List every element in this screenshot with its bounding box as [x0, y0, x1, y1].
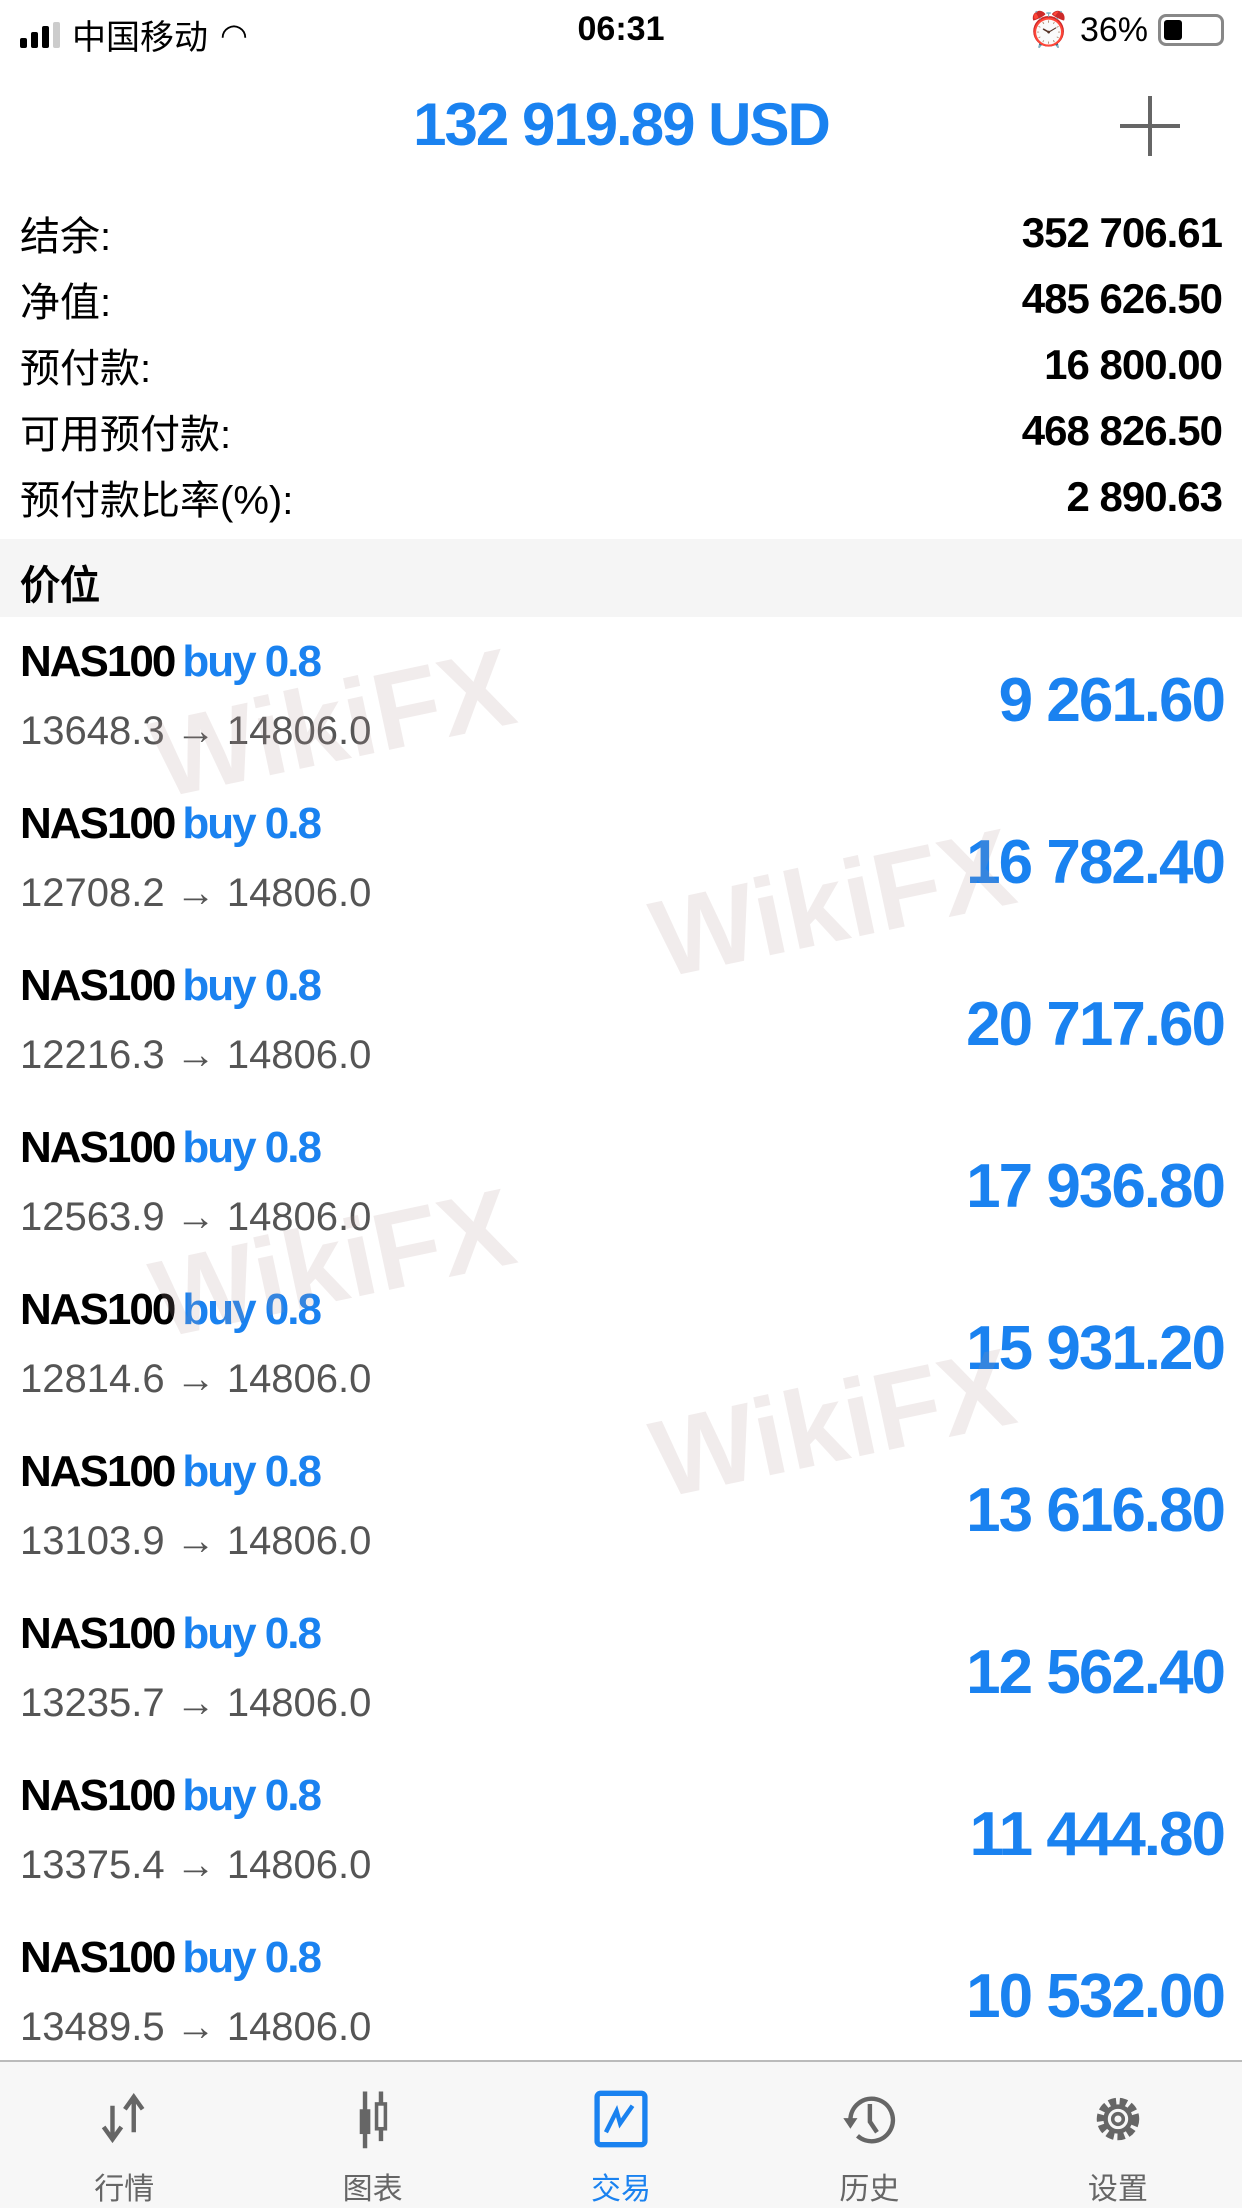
order-side-volume: buy 0.8	[182, 637, 322, 686]
position-row[interactable]: NAS100 buy 0.8 13648.3 → 14806.0 9 261.60	[0, 617, 1242, 779]
position-row[interactable]: NAS100 buy 0.8 12563.9 → 14806.0 17 936.8…	[0, 1103, 1242, 1265]
symbol: NAS100	[20, 1285, 176, 1334]
battery-icon	[1158, 14, 1224, 46]
account-summary: 结余: 352 706.61 净值: 485 626.50 预付款: 16 800.0…	[0, 200, 1242, 530]
tab-label: 设置	[1087, 2173, 1148, 2206]
header: 132 919.89 USD	[0, 86, 1242, 166]
profit-value: 17 936.80	[966, 1152, 1226, 1221]
summary-row-equity: 净值: 485 626.50	[0, 266, 1242, 332]
value: 2 890.63	[1066, 473, 1223, 520]
trade-chart-icon	[594, 2090, 648, 2148]
gear-icon	[1096, 2097, 1140, 2141]
symbol: NAS100	[20, 1447, 176, 1496]
plus-icon[interactable]	[1120, 96, 1180, 156]
order-side-volume: buy 0.8	[182, 799, 322, 848]
symbol: NAS100	[20, 1123, 176, 1172]
value: 16 800.00	[1044, 341, 1223, 388]
symbol: NAS100	[20, 637, 176, 686]
position-row[interactable]: NAS100 buy 0.8 13489.5 → 14806.0 10 532.0…	[0, 1913, 1242, 2075]
tab-quotes[interactable]: 行情	[0, 2062, 248, 2208]
price-range: 12708.2 → 14806.0	[20, 871, 372, 915]
symbol: NAS100	[20, 1609, 176, 1658]
order-side-volume: buy 0.8	[182, 1771, 322, 1820]
position-row[interactable]: NAS100 buy 0.8 12216.3 → 14806.0 20 717.6…	[0, 941, 1242, 1103]
position-title: NAS100 buy 0.8	[20, 961, 322, 1011]
position-title: NAS100 buy 0.8	[20, 1123, 322, 1173]
tab-bar: 行情 图表 交易 历史 设置	[0, 2060, 1242, 2208]
tab-label: 历史	[839, 2173, 900, 2206]
price-range: 12814.6 → 14806.0	[20, 1357, 372, 1401]
wifi-icon: ◠	[220, 16, 248, 53]
symbol: NAS100	[20, 961, 176, 1010]
position-title: NAS100 buy 0.8	[20, 799, 322, 849]
price-range: 13648.3 → 14806.0	[20, 709, 372, 753]
profit-value: 12 562.40	[966, 1638, 1226, 1707]
price-range: 13375.4 → 14806.0	[20, 1843, 372, 1887]
summary-row-balance: 结余: 352 706.61	[0, 200, 1242, 266]
symbol: NAS100	[20, 799, 176, 848]
arrows-updown-icon	[102, 2093, 145, 2144]
order-side-volume: buy 0.8	[182, 1609, 322, 1658]
history-icon	[843, 2096, 896, 2144]
position-title: NAS100 buy 0.8	[20, 1447, 322, 1497]
value: 352 706.61	[1021, 209, 1223, 256]
tab-settings[interactable]: 设置	[994, 2062, 1242, 2208]
position-title: NAS100 buy 0.8	[20, 637, 322, 687]
position-row[interactable]: NAS100 buy 0.8 13103.9 → 14806.0 13 616.8…	[0, 1427, 1242, 1589]
price-range: 13489.5 → 14806.0	[20, 2005, 372, 2049]
tab-label: 交易	[591, 2173, 652, 2206]
profit-value: 9 261.60	[998, 666, 1226, 735]
positions-list: NAS100 buy 0.8 13648.3 → 14806.0 9 261.60…	[0, 617, 1242, 2075]
position-title: NAS100 buy 0.8	[20, 1771, 322, 1821]
summary-row-free-margin: 可用预付款: 468 826.50	[0, 398, 1242, 464]
position-row[interactable]: NAS100 buy 0.8 13375.4 → 14806.0 11 444.8…	[0, 1751, 1242, 1913]
label: 结余:	[20, 215, 112, 259]
position-title: NAS100 buy 0.8	[20, 1609, 322, 1659]
profit-value: 13 616.80	[966, 1476, 1226, 1545]
symbol: NAS100	[20, 1933, 176, 1982]
tab-label: 图表	[342, 2173, 403, 2206]
summary-row-margin-level: 预付款比率(%): 2 890.63	[0, 464, 1242, 530]
price-range: 12563.9 → 14806.0	[20, 1195, 372, 1239]
label: 预付款:	[20, 347, 152, 391]
profit-value: 10 532.00	[966, 1962, 1226, 2031]
tab-trade[interactable]: 交易	[497, 2062, 745, 2208]
label: 可用预付款:	[20, 413, 232, 457]
profit-value: 15 931.20	[966, 1314, 1226, 1383]
symbol: NAS100	[20, 1771, 176, 1820]
profit-value: 11 444.80	[969, 1800, 1226, 1869]
candlestick-icon	[359, 2091, 387, 2149]
tab-label: 行情	[94, 2173, 155, 2206]
alarm-icon: ⏰	[1027, 11, 1070, 49]
summary-row-margin: 预付款: 16 800.00	[0, 332, 1242, 398]
order-side-volume: buy 0.8	[182, 1933, 322, 1982]
status-bar: 中国移动 ◠ 06:31 ⏰ 36%	[0, 0, 1242, 64]
position-title: NAS100 buy 0.8	[20, 1285, 322, 1335]
signal-icon	[20, 21, 60, 48]
tab-history[interactable]: 历史	[745, 2062, 993, 2208]
label: 预付款比率(%):	[20, 479, 294, 523]
price-range: 13235.7 → 14806.0	[20, 1681, 372, 1725]
order-side-volume: buy 0.8	[182, 1285, 322, 1334]
price-range: 13103.9 → 14806.0	[20, 1519, 372, 1563]
position-row[interactable]: NAS100 buy 0.8 13235.7 → 14806.0 12 562.4…	[0, 1589, 1242, 1751]
value: 485 626.50	[1021, 275, 1223, 322]
profit-value: 16 782.40	[966, 828, 1226, 897]
value: 468 826.50	[1021, 407, 1223, 454]
order-side-volume: buy 0.8	[182, 961, 322, 1010]
order-side-volume: buy 0.8	[182, 1123, 322, 1172]
position-title: NAS100 buy 0.8	[20, 1933, 322, 1983]
battery-percent: 36%	[1079, 10, 1148, 49]
order-side-volume: buy 0.8	[182, 1447, 322, 1496]
clock: 06:31	[577, 10, 665, 48]
section-header-positions: 价位	[0, 539, 1242, 617]
account-balance-title: 132 919.89 USD	[413, 91, 831, 158]
position-row[interactable]: NAS100 buy 0.8 12708.2 → 14806.0 16 782.4…	[0, 779, 1242, 941]
price-range: 12216.3 → 14806.0	[20, 1033, 372, 1077]
profit-value: 20 717.60	[966, 990, 1226, 1059]
position-row[interactable]: NAS100 buy 0.8 12814.6 → 14806.0 15 931.2…	[0, 1265, 1242, 1427]
tab-chart[interactable]: 图表	[248, 2062, 496, 2208]
label: 净值:	[20, 281, 112, 325]
carrier: 中国移动	[72, 19, 208, 57]
